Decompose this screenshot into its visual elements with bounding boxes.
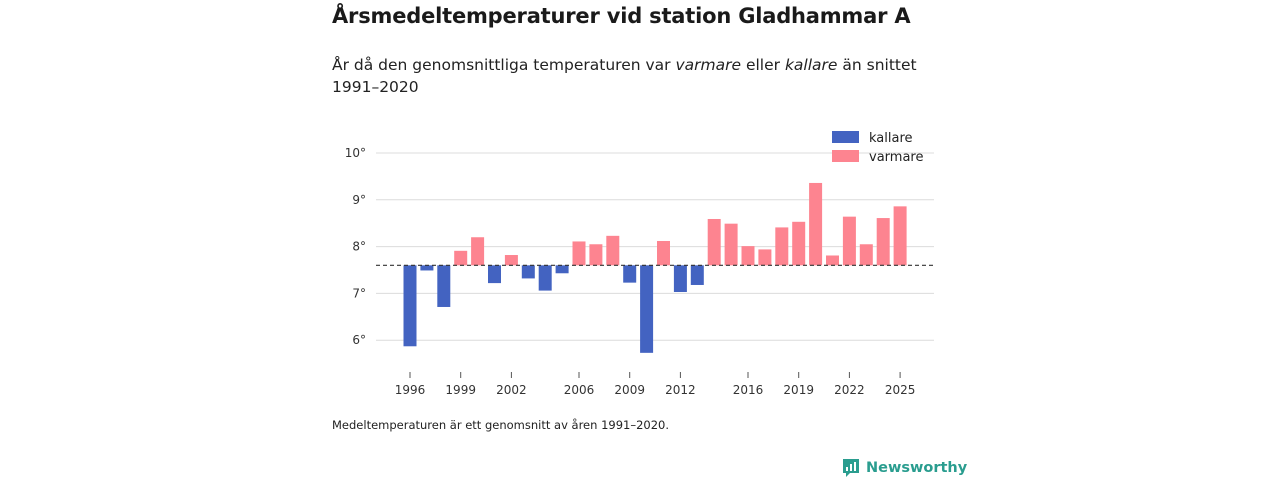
- subtitle-text-mid: eller: [741, 56, 785, 74]
- y-axis-labels: 6° 7° 8° 9° 10°: [345, 146, 366, 347]
- bar-2020: [809, 182, 823, 266]
- bar-2013: [690, 265, 704, 285]
- x-tick-label: 2019: [783, 383, 814, 397]
- subtitle-warm-word: varmare: [675, 56, 742, 74]
- chart-title: Årsmedeltemperaturer vid station Gladham…: [332, 4, 911, 28]
- bar-2005: [555, 265, 569, 274]
- brand[interactable]: Newsworthy: [842, 458, 967, 478]
- bar-2014: [707, 218, 721, 266]
- legend-swatch-kallare: [832, 131, 859, 143]
- bar-2012: [673, 265, 687, 292]
- legend-label-varmare: varmare: [869, 150, 923, 165]
- bar-2025: [893, 206, 907, 266]
- bar-2016: [741, 246, 755, 266]
- x-tick-label: 2002: [496, 383, 527, 397]
- x-axis-labels: 1996 1999 2002 2006 2009 2012 2016 2019 2022 2025: [395, 372, 916, 397]
- brand-name: Newsworthy: [866, 460, 968, 476]
- bar-2007: [589, 244, 603, 266]
- bar-2008: [606, 235, 620, 266]
- subtitle-cold-word: kallare: [784, 56, 838, 74]
- bar-2006: [572, 241, 586, 266]
- y-tick-label: 6°: [352, 333, 366, 347]
- x-tick-label: 2025: [885, 383, 916, 397]
- bar-1998: [437, 265, 451, 307]
- bar-2000: [471, 237, 485, 266]
- bar-2011: [657, 240, 670, 266]
- x-tick-label: 1999: [445, 383, 476, 397]
- legend-swatch-varmare: [832, 150, 859, 162]
- subtitle-text-pre: År då den genomsnittliga temperaturen va…: [332, 56, 676, 74]
- subtitle-text-post: än snittet 1991–2020: [332, 56, 917, 96]
- bar-2022: [842, 216, 856, 266]
- gridlines: [376, 152, 934, 341]
- bar-2015: [724, 223, 738, 266]
- bar-1999: [454, 250, 468, 266]
- x-tick-label: 2016: [733, 383, 764, 397]
- x-tick-label: 2009: [614, 383, 645, 397]
- y-tick-label: 7°: [352, 286, 366, 300]
- bar-1997: [420, 265, 434, 271]
- y-tick-label: 9°: [352, 193, 366, 207]
- bar-1996: [403, 265, 417, 347]
- newsworthy-logo-icon: [843, 459, 859, 477]
- bar-2004: [538, 265, 552, 291]
- temperature-bar-chart: 6° 7° 8° 9° 10° 1996 1999 2002 2006 2009 2012 2016…: [345, 131, 934, 397]
- footnote: Medeltemperaturen är ett genomsnitt av å…: [332, 418, 670, 432]
- bar-2017: [758, 249, 772, 266]
- bar-2010: [640, 265, 654, 353]
- bar-2023: [859, 244, 873, 266]
- x-tick-label: 2006: [564, 383, 595, 397]
- bar-2019: [792, 221, 806, 266]
- x-tick-label: 2012: [665, 383, 696, 397]
- x-tick-label: 2022: [834, 383, 865, 397]
- y-tick-label: 8°: [352, 240, 366, 254]
- bar-2024: [876, 218, 890, 266]
- bar-2002: [504, 255, 518, 266]
- chart-subtitle: År då den genomsnittliga temperaturen va…: [332, 54, 932, 98]
- x-tick-label: 1996: [395, 383, 426, 397]
- bar-2001: [488, 265, 501, 284]
- legend-label-kallare: kallare: [869, 131, 913, 146]
- bar-2003: [521, 265, 535, 279]
- legend: kallare varmare: [832, 131, 923, 165]
- bar-2018: [775, 227, 789, 266]
- bar-2009: [623, 265, 637, 283]
- bars: [403, 182, 907, 353]
- y-tick-label: 10°: [345, 146, 366, 160]
- bar-2021: [826, 255, 839, 266]
